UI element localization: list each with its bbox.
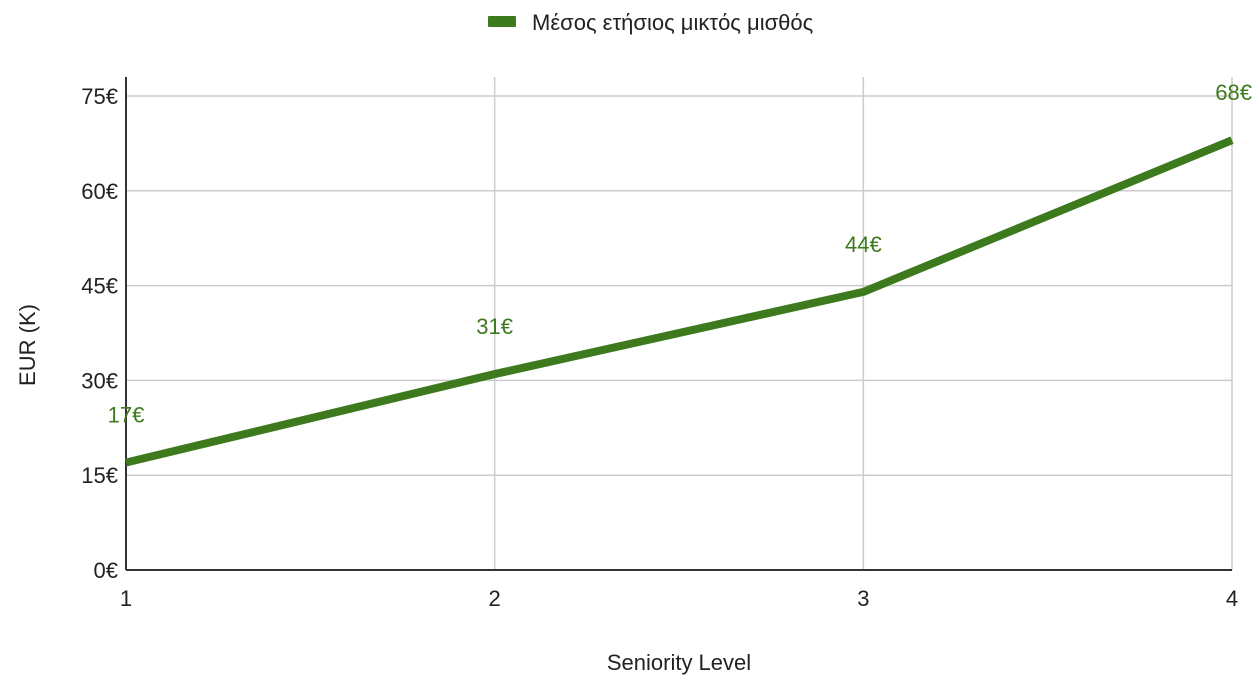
data-label: 17€ xyxy=(108,403,145,428)
legend-swatch xyxy=(488,16,516,27)
data-labels: 17€ 31€ 44€ 68€ xyxy=(108,80,1252,427)
y-tick-label: 30€ xyxy=(81,368,118,393)
gridlines xyxy=(126,77,1233,570)
data-label: 31€ xyxy=(476,314,513,339)
x-tick-label: 1 xyxy=(120,586,132,611)
data-label: 68€ xyxy=(1215,80,1252,105)
legend: Μέσος ετήσιος μικτός μισθός xyxy=(488,10,813,35)
x-axis-title: Seniority Level xyxy=(607,650,751,675)
x-axis-ticks: 1 2 3 4 xyxy=(120,586,1238,611)
axes xyxy=(125,77,1232,571)
y-axis-ticks: 0€ 15€ 30€ 45€ 60€ 75€ xyxy=(81,84,118,583)
y-tick-label: 60€ xyxy=(81,179,118,204)
x-tick-label: 2 xyxy=(489,586,501,611)
legend-label: Μέσος ετήσιος μικτός μισθός xyxy=(532,10,813,35)
data-label: 44€ xyxy=(845,232,882,257)
x-tick-label: 3 xyxy=(857,586,869,611)
series-line xyxy=(125,136,1234,467)
y-axis-title: EUR (K) xyxy=(15,304,40,386)
y-tick-label: 15€ xyxy=(81,463,118,488)
y-tick-label: 45€ xyxy=(81,274,118,299)
x-tick-label: 4 xyxy=(1226,586,1238,611)
y-tick-label: 0€ xyxy=(94,558,118,583)
y-tick-label: 75€ xyxy=(81,84,118,109)
series-group xyxy=(125,136,1234,467)
